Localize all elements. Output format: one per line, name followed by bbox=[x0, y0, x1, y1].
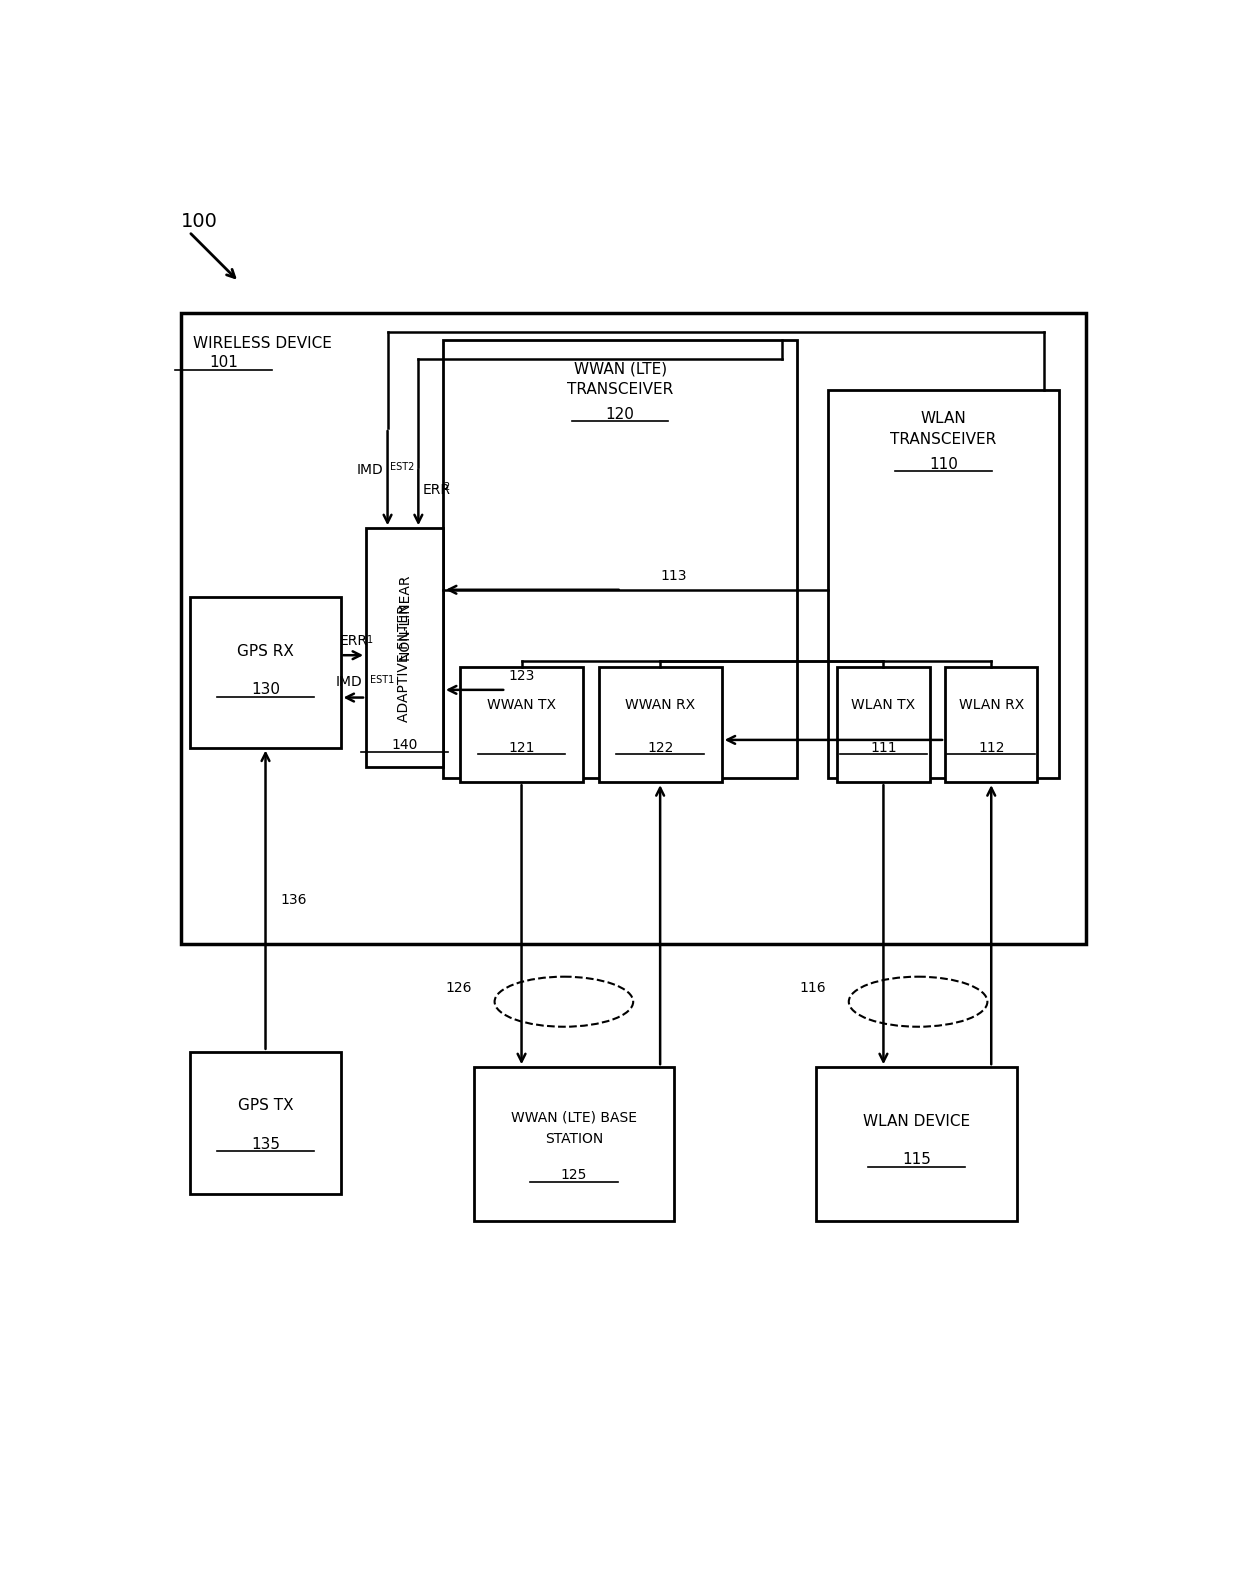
Text: IMD: IMD bbox=[357, 464, 383, 478]
Text: 1: 1 bbox=[367, 634, 373, 645]
Text: WIRELESS DEVICE: WIRELESS DEVICE bbox=[192, 336, 331, 350]
Text: ERR: ERR bbox=[422, 483, 450, 497]
Text: 123: 123 bbox=[508, 669, 534, 683]
Text: 101: 101 bbox=[210, 355, 238, 371]
Text: WWAN (LTE): WWAN (LTE) bbox=[574, 361, 667, 376]
Text: 135: 135 bbox=[250, 1136, 280, 1152]
Text: EST2: EST2 bbox=[389, 461, 414, 472]
Ellipse shape bbox=[849, 977, 987, 1027]
Text: WWAN RX: WWAN RX bbox=[625, 697, 696, 712]
Text: GPS RX: GPS RX bbox=[237, 644, 294, 660]
Bar bbox=[945, 667, 1038, 783]
Text: WLAN: WLAN bbox=[920, 412, 966, 426]
Text: 110: 110 bbox=[929, 456, 959, 472]
Text: WLAN RX: WLAN RX bbox=[959, 697, 1024, 712]
Text: TRANSCEIVER: TRANSCEIVER bbox=[567, 382, 673, 398]
Text: NON-LINEAR: NON-LINEAR bbox=[398, 573, 412, 660]
Text: 100: 100 bbox=[181, 213, 218, 232]
Text: EST1: EST1 bbox=[370, 675, 394, 685]
Text: GPS TX: GPS TX bbox=[238, 1098, 294, 1112]
Bar bbox=[191, 1053, 341, 1195]
Text: ERR: ERR bbox=[340, 634, 367, 649]
Bar bbox=[474, 1067, 675, 1221]
Bar bbox=[828, 390, 1059, 778]
Bar bbox=[837, 667, 930, 783]
Text: WLAN TX: WLAN TX bbox=[852, 697, 915, 712]
Text: 121: 121 bbox=[508, 740, 534, 754]
Text: STATION: STATION bbox=[544, 1131, 603, 1146]
Text: WWAN TX: WWAN TX bbox=[487, 697, 556, 712]
Text: 111: 111 bbox=[870, 740, 897, 754]
Text: 130: 130 bbox=[250, 682, 280, 697]
Bar bbox=[191, 598, 341, 748]
Text: IMD: IMD bbox=[335, 675, 362, 690]
Text: TRANSCEIVER: TRANSCEIVER bbox=[890, 432, 997, 447]
Text: 116: 116 bbox=[799, 982, 826, 994]
Bar bbox=[460, 667, 583, 783]
Text: 122: 122 bbox=[647, 740, 673, 754]
Text: 125: 125 bbox=[560, 1168, 587, 1182]
Text: 140: 140 bbox=[392, 739, 418, 753]
Bar bbox=[599, 667, 722, 783]
Text: WWAN (LTE) BASE: WWAN (LTE) BASE bbox=[511, 1111, 637, 1124]
Text: ADAPTIVE FILTER: ADAPTIVE FILTER bbox=[398, 604, 412, 721]
Text: 2: 2 bbox=[443, 483, 449, 492]
Text: 113: 113 bbox=[660, 570, 687, 582]
Bar bbox=[816, 1067, 1017, 1221]
Text: WLAN DEVICE: WLAN DEVICE bbox=[863, 1114, 970, 1128]
Text: 115: 115 bbox=[903, 1152, 931, 1168]
Text: 120: 120 bbox=[605, 407, 635, 421]
Ellipse shape bbox=[495, 977, 634, 1027]
Text: 112: 112 bbox=[978, 740, 1004, 754]
Text: 136: 136 bbox=[281, 893, 308, 907]
Bar bbox=[366, 529, 443, 767]
Text: 126: 126 bbox=[445, 982, 471, 994]
Bar bbox=[181, 312, 1086, 944]
Bar bbox=[443, 339, 797, 778]
